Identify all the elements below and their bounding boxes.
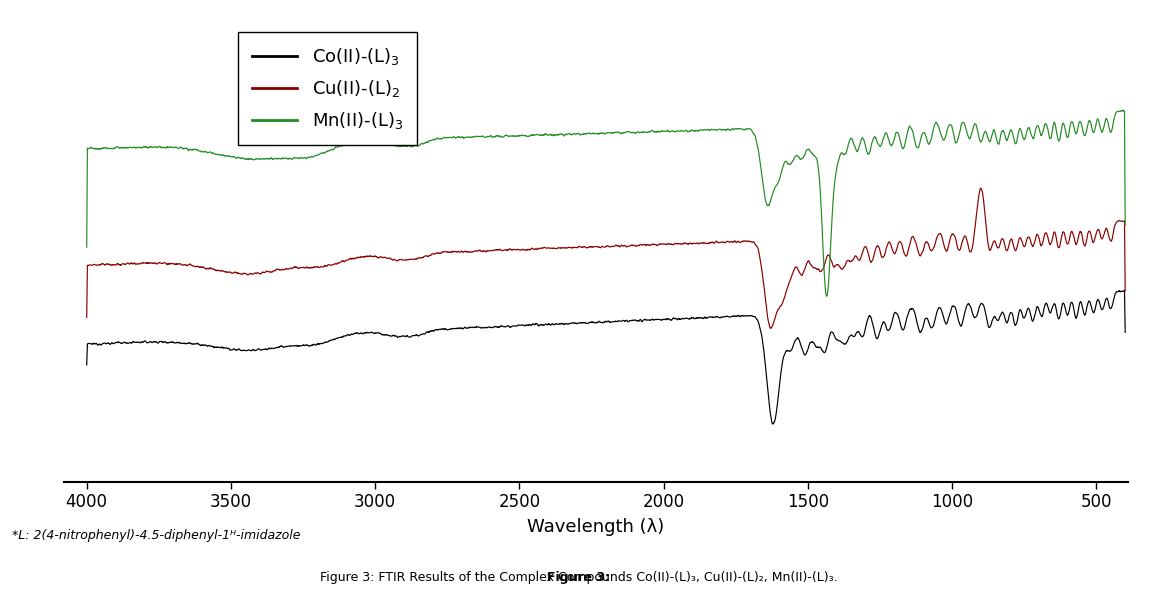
Text: *L: 2(4-nitrophenyl)-4.5-diphenyl-1ᴴ-imidazole: *L: 2(4-nitrophenyl)-4.5-diphenyl-1ᴴ-imi…: [12, 529, 300, 542]
Text: Figure 3: FTIR Results of the Complex Compounds Co(II)-(L)₃, Cu(II)-(L)₂, Mn(II): Figure 3: FTIR Results of the Complex Co…: [319, 571, 838, 584]
X-axis label: Wavelength (λ): Wavelength (λ): [528, 518, 664, 536]
Legend: Co(II)-(L)$_3$, Cu(II)-(L)$_2$, Mn(II)-(L)$_3$: Co(II)-(L)$_3$, Cu(II)-(L)$_2$, Mn(II)-(…: [237, 32, 418, 145]
Text: Figure 3:: Figure 3:: [547, 571, 610, 584]
